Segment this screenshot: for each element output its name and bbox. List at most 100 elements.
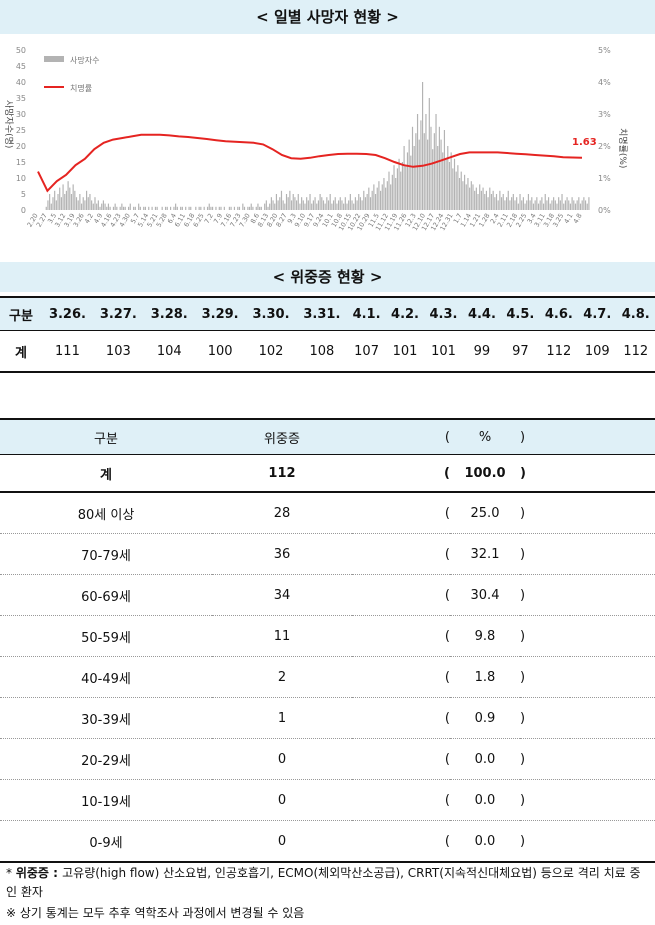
death-bar [297, 194, 299, 210]
death-bar [400, 171, 402, 210]
death-bar [133, 206, 135, 210]
table-row: 20-29세 0 ( 0.0 ) [0, 738, 655, 780]
death-bar [64, 194, 66, 210]
row-spacer [570, 533, 655, 575]
death-bar [161, 206, 163, 210]
death-bar [363, 190, 365, 210]
death-bar [497, 200, 499, 210]
death-bar [299, 203, 301, 210]
death-bar [507, 190, 509, 210]
legend: 사망자수 치명률 [44, 55, 99, 93]
death-bar [264, 203, 266, 210]
death-bar [57, 194, 59, 210]
death-bar [406, 152, 409, 210]
age-pct: 30.4 [450, 574, 520, 616]
death-bar [304, 203, 306, 210]
death-bar [514, 200, 516, 210]
date-header-cell: 3.27. [92, 296, 144, 331]
death-bar [460, 171, 462, 210]
death-bar [316, 203, 318, 210]
death-bar [432, 149, 434, 210]
death-bar [173, 206, 175, 210]
death-bar [122, 206, 125, 210]
death-bar [373, 184, 375, 210]
severe-trend-header-label: 구분 [0, 296, 42, 331]
death-bar [506, 197, 508, 210]
death-bar [282, 200, 284, 210]
death-bar [374, 194, 377, 210]
severe-banner: < 위중증 현황 > [0, 262, 655, 292]
death-bar [453, 158, 456, 210]
age-count: 0 [212, 820, 352, 863]
death-bar [129, 203, 131, 210]
death-bar [416, 114, 419, 210]
death-bar [500, 197, 503, 210]
death-bar [427, 139, 429, 210]
death-bar [312, 200, 314, 210]
total-spacer [570, 454, 655, 493]
death-bar [270, 197, 272, 210]
death-bar [366, 194, 368, 210]
death-bar [405, 165, 407, 210]
death-bar [443, 130, 446, 210]
death-bar [220, 206, 222, 210]
death-bar [381, 184, 383, 210]
death-bar [548, 197, 550, 210]
death-bar [138, 203, 140, 210]
death-bar [238, 206, 241, 210]
death-bar [578, 197, 580, 210]
death-bar [546, 200, 548, 210]
death-bar [425, 114, 427, 210]
death-bar [524, 203, 526, 210]
death-bar [371, 190, 373, 210]
death-bar [378, 181, 380, 210]
death-bar [292, 194, 294, 210]
death-bar [438, 126, 440, 210]
age-open: ( [352, 574, 450, 616]
death-bar [99, 206, 101, 210]
death-bar [107, 203, 110, 210]
death-bar [477, 194, 479, 210]
death-bar [396, 168, 398, 210]
date-header-cell: 3.28. [143, 296, 195, 331]
death-bar [228, 206, 230, 210]
death-bar [430, 126, 432, 210]
death-bar [252, 206, 254, 210]
death-bar [134, 206, 136, 210]
death-bar [393, 165, 395, 210]
death-bar [154, 206, 157, 210]
death-bar [586, 203, 588, 210]
death-bar [285, 194, 288, 210]
severe-by-age-table: 구분 위중증 ( % ) 계 112 ( 100.0 ) 80세 이상 28 (… [0, 418, 655, 863]
death-bar [280, 190, 283, 210]
death-bar [542, 203, 545, 210]
row-spacer [570, 820, 655, 863]
death-bar [114, 203, 116, 210]
death-bar [579, 203, 582, 210]
death-bar [45, 206, 47, 210]
row-spacer [570, 779, 655, 821]
severe-count-cell: 108 [296, 330, 348, 373]
death-bar [470, 181, 472, 210]
death-bar [339, 197, 341, 210]
death-bar [230, 206, 232, 210]
left-tick-label: 20 [16, 142, 26, 151]
death-bar [84, 200, 86, 210]
left-tick-label: 0 [21, 206, 26, 215]
death-bar [516, 197, 518, 210]
death-bar [341, 200, 343, 210]
death-bar [301, 197, 303, 210]
death-bar [423, 133, 425, 210]
age-header-count: 위중증 [212, 418, 352, 455]
death-bar [368, 187, 370, 210]
death-bar [265, 200, 267, 210]
severe-trend-table: 구분 3.26. 3.27. 3.28. 3.29. 3.30. 3.31. 4.1. 4.2… [0, 296, 655, 373]
age-count: 0 [212, 738, 352, 780]
death-bar [175, 203, 177, 210]
death-bar [437, 146, 439, 210]
right-axis-label: 치명률(%) [617, 128, 629, 168]
death-bar [398, 158, 400, 210]
age-pct: 32.1 [450, 533, 520, 575]
total-close: ) [520, 454, 570, 493]
